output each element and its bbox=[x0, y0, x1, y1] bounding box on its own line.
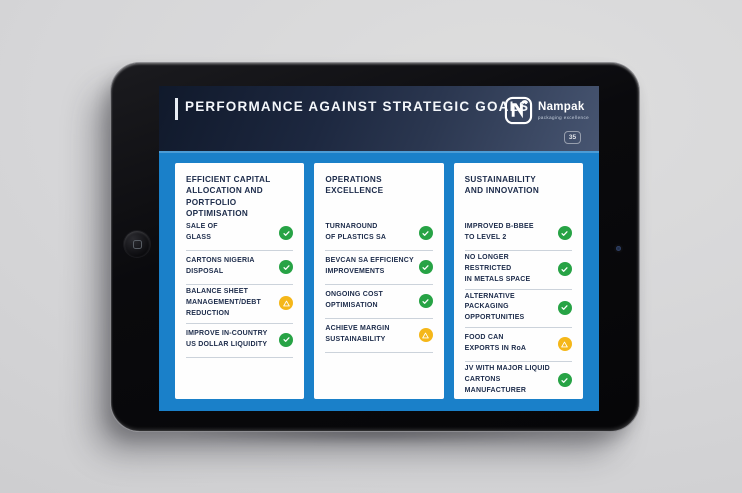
check-icon bbox=[557, 300, 572, 315]
goal-item: JV WITH MAJOR LIQUID CARTONS MANUFACTURE… bbox=[465, 362, 572, 399]
home-button bbox=[124, 231, 150, 257]
goal-item: ALTERNATIVE PACKAGING OPPORTUNITIES bbox=[464, 290, 572, 329]
tablet-device: PERFORMANCE AGAINST STRATEGIC GOALS Namp… bbox=[110, 62, 640, 432]
goal-item: FOOD CAN EXPORTS IN RoA bbox=[464, 328, 572, 363]
goal-label: ONGOING COST OPTIMISATION bbox=[325, 291, 383, 309]
goal-label: JV WITH MAJOR LIQUID CARTONS MANUFACTURE… bbox=[464, 365, 550, 394]
goal-item: CARTONS NIGERIA DISPOSAL bbox=[186, 251, 294, 285]
goal-item: TURNAROUND OF PLASTICS SA bbox=[325, 217, 433, 251]
column-heading: EFFICIENT CAPITAL ALLOCATION AND PORTFOL… bbox=[186, 175, 271, 219]
warning-icon bbox=[418, 328, 433, 342]
warning-icon bbox=[557, 337, 572, 352]
goal-item-list: SALE OF GLASS CARTONS NIGERIA DISPOSAL B… bbox=[186, 217, 294, 358]
goal-item: BALANCE SHEET MANAGEMENT/DEBT REDUCTION bbox=[186, 285, 294, 324]
logo-name: Nampak bbox=[537, 101, 585, 113]
logo-text: Nampak packaging excellence bbox=[538, 96, 589, 120]
slide-title: PERFORMANCE AGAINST STRATEGIC GOALS bbox=[185, 99, 530, 114]
check-icon bbox=[418, 226, 433, 240]
check-icon bbox=[557, 373, 572, 388]
goal-label: BEVCAN SA EFFICIENCY IMPROVEMENTS bbox=[325, 257, 414, 275]
goal-item: ONGOING COST OPTIMISATION bbox=[325, 285, 433, 319]
goal-label: SALE OF GLASS bbox=[186, 223, 218, 241]
check-icon bbox=[279, 260, 294, 274]
column-heading: OPERATIONS EXCELLENCE bbox=[325, 175, 384, 196]
check-icon bbox=[279, 332, 294, 347]
check-icon bbox=[418, 260, 433, 274]
tablet-screen: PERFORMANCE AGAINST STRATEGIC GOALS Namp… bbox=[159, 86, 599, 411]
goal-item: NO LONGER RESTRICTED IN METALS SPACE bbox=[464, 251, 572, 290]
goal-label: IMPROVE IN-COUNTRY US DOLLAR LIQUIDITY bbox=[186, 329, 268, 348]
column-heading: SUSTAINABILITY AND INNOVATION bbox=[464, 175, 540, 196]
goal-columns: EFFICIENT CAPITAL ALLOCATION AND PORTFOL… bbox=[175, 163, 583, 399]
home-button-icon bbox=[132, 239, 142, 249]
goal-item: ACHIEVE MARGIN SUSTAINABILITY bbox=[325, 319, 433, 353]
goal-label: ACHIEVE MARGIN SUSTAINABILITY bbox=[325, 325, 390, 343]
goal-item: BEVCAN SA EFFICIENCY IMPROVEMENTS bbox=[325, 251, 433, 285]
check-icon bbox=[557, 262, 572, 277]
goal-label: IMPROVED B-BBEE TO LEVEL 2 bbox=[464, 223, 534, 241]
camera-icon bbox=[616, 246, 621, 251]
warning-icon bbox=[279, 296, 294, 311]
goal-label: ALTERNATIVE PACKAGING OPPORTUNITIES bbox=[464, 292, 525, 322]
goal-item: IMPROVE IN-COUNTRY US DOLLAR LIQUIDITY bbox=[186, 324, 294, 358]
goal-column: OPERATIONS EXCELLENCE TURNAROUND OF PLAS… bbox=[314, 163, 444, 399]
page-number-badge: 35 bbox=[564, 131, 581, 144]
goal-column: SUSTAINABILITY AND INNOVATION IMPROVED B… bbox=[453, 163, 583, 399]
goal-item: IMPROVED B-BBEE TO LEVEL 2 bbox=[464, 217, 572, 251]
goal-label: NO LONGER RESTRICTED IN METALS SPACE bbox=[464, 254, 531, 283]
nampak-logo: Nampak packaging excellence bbox=[504, 96, 589, 125]
goal-item-list: IMPROVED B-BBEE TO LEVEL 2 NO LONGER RES… bbox=[464, 217, 572, 399]
goal-label: TURNAROUND OF PLASTICS SA bbox=[325, 223, 387, 241]
goal-item-list: TURNAROUND OF PLASTICS SA BEVCAN SA EFFI… bbox=[325, 217, 433, 353]
title-accent-bar bbox=[175, 98, 178, 120]
slide-body: EFFICIENT CAPITAL ALLOCATION AND PORTFOL… bbox=[159, 151, 599, 411]
logo-tagline: packaging excellence bbox=[537, 115, 589, 120]
nampak-logo-icon bbox=[504, 96, 533, 125]
slide-header: PERFORMANCE AGAINST STRATEGIC GOALS Namp… bbox=[159, 86, 599, 151]
goal-column: EFFICIENT CAPITAL ALLOCATION AND PORTFOL… bbox=[175, 163, 305, 399]
goal-item: SALE OF GLASS bbox=[186, 217, 294, 251]
check-icon bbox=[557, 226, 572, 240]
check-icon bbox=[279, 226, 294, 240]
goal-label: BALANCE SHEET MANAGEMENT/DEBT REDUCTION bbox=[186, 288, 261, 317]
check-icon bbox=[418, 294, 433, 308]
goal-label: CARTONS NIGERIA DISPOSAL bbox=[186, 257, 255, 275]
goal-label: FOOD CAN EXPORTS IN RoA bbox=[464, 334, 527, 353]
